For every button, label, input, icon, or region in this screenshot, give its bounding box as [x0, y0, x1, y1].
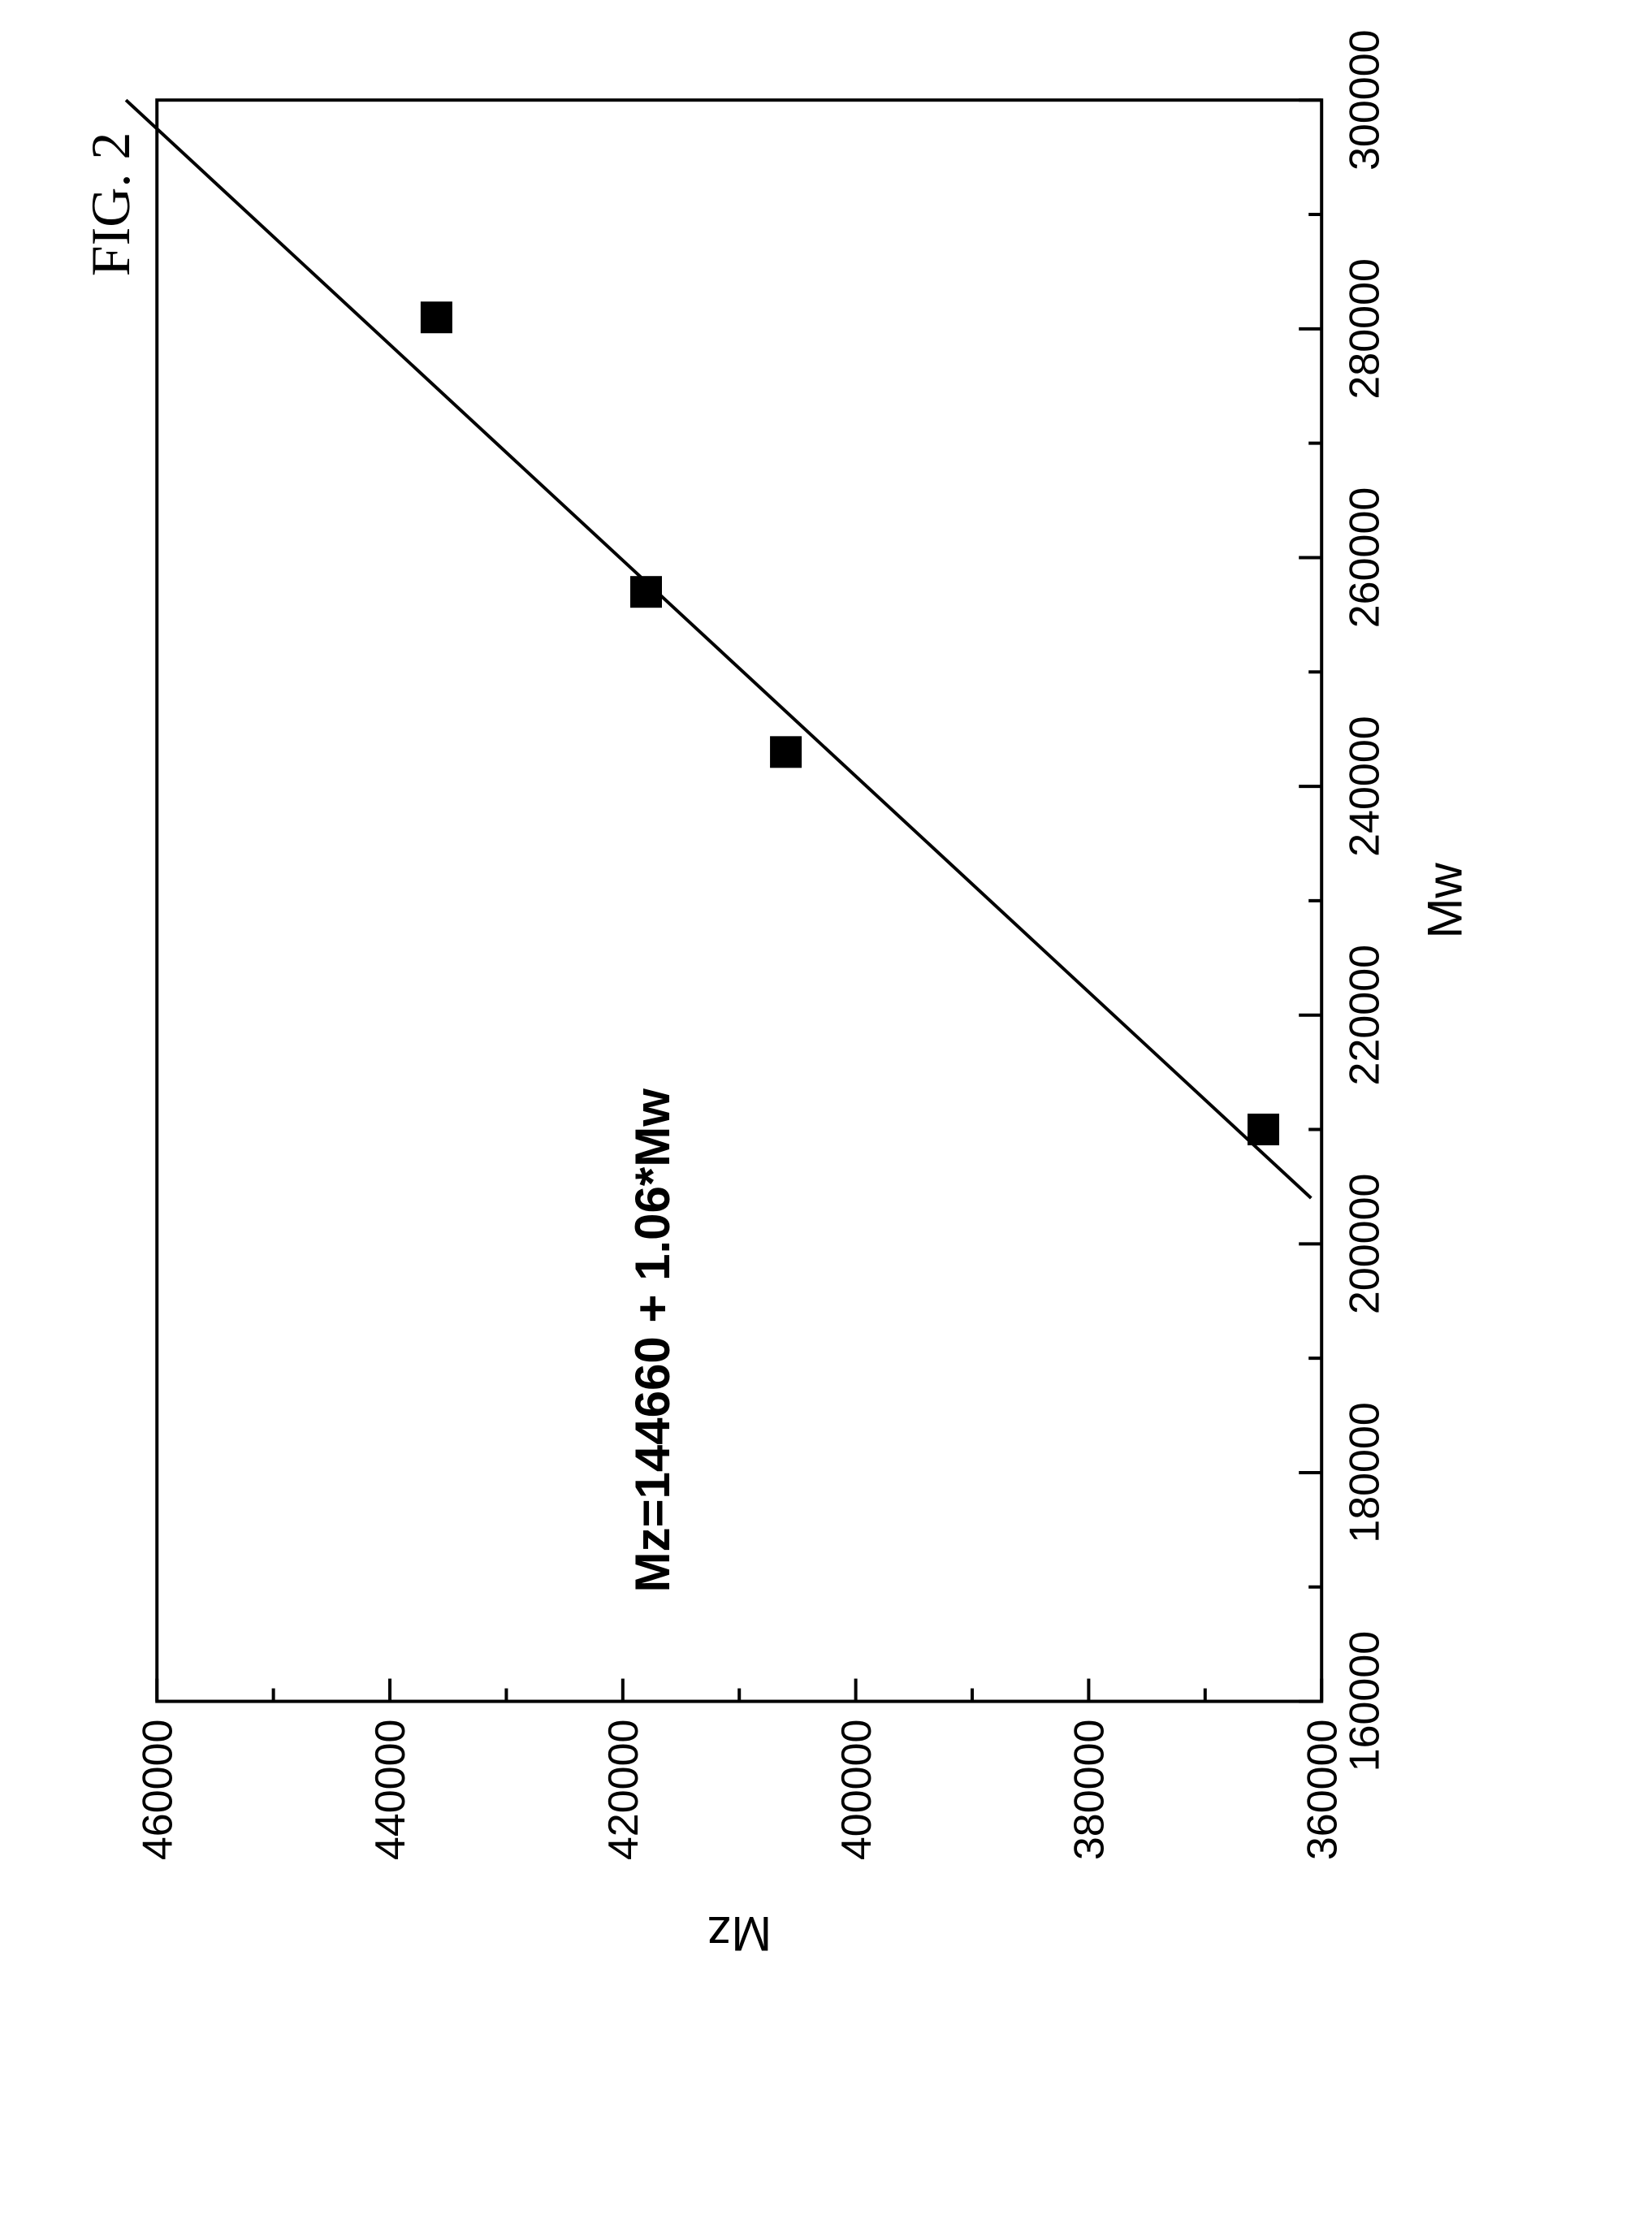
y-tick-label: 400000	[833, 1720, 880, 1861]
data-point-marker	[771, 737, 802, 768]
x-tick-label: 200000	[1341, 1174, 1388, 1315]
x-tick-label: 180000	[1341, 1402, 1388, 1543]
x-axis-label: Mw	[1417, 863, 1472, 939]
equation-annotation: Mz=144660 + 1.06*Mw	[625, 1088, 680, 1593]
x-tick-label: 160000	[1341, 1631, 1388, 1772]
figure-title: FIG. 2	[80, 132, 141, 277]
x-tick-label: 240000	[1341, 716, 1388, 857]
data-point-marker	[630, 577, 661, 608]
y-axis-label: Mz	[707, 1906, 772, 1961]
x-tick-label: 220000	[1341, 945, 1388, 1086]
data-point-marker	[421, 302, 452, 333]
y-tick-label: 440000	[367, 1720, 414, 1861]
x-tick-label: 260000	[1341, 487, 1388, 629]
x-tick-label: 280000	[1341, 258, 1388, 400]
y-tick-label: 420000	[600, 1720, 647, 1861]
y-tick-label: 460000	[134, 1720, 181, 1861]
y-tick-label: 360000	[1299, 1720, 1346, 1861]
y-tick-label: 380000	[1066, 1720, 1114, 1861]
data-point-marker	[1248, 1114, 1279, 1145]
x-tick-label: 300000	[1341, 29, 1388, 171]
chart-container: 160000 180000 200000 220000 240000 260000 2800…	[0, 0, 1652, 2224]
scatter-chart: 160000 180000 200000 220000 240000 260000 2800…	[0, 0, 1652, 2224]
